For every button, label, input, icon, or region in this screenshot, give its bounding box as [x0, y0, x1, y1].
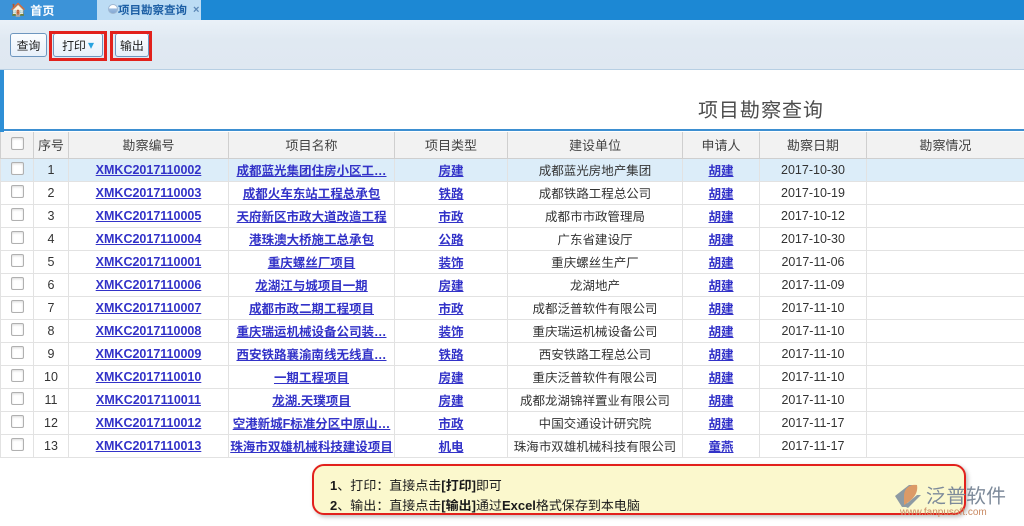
svg-text:泛普软件: 泛普软件	[926, 485, 1006, 508]
svg-text:www.fanpusoft.com: www.fanpusoft.com	[899, 507, 987, 517]
